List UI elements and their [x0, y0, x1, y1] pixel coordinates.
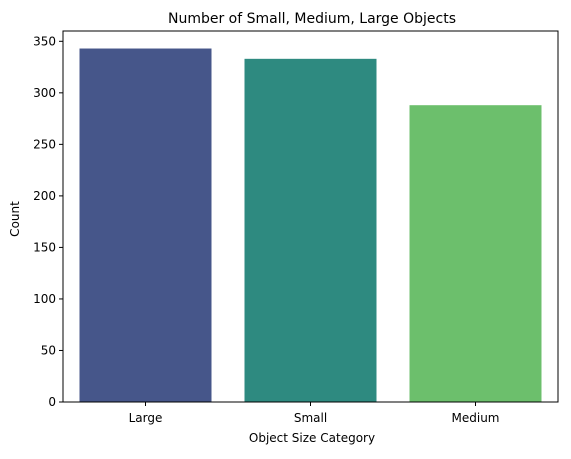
- y-tick-label: 50: [41, 343, 56, 357]
- y-axis-label: Count: [8, 201, 22, 237]
- y-axis: 0 50 100 150 200 250 300 350: [33, 34, 63, 409]
- bar-large: [79, 48, 212, 403]
- y-tick-label: 100: [33, 292, 56, 306]
- y-tick-label: 150: [33, 240, 56, 254]
- y-tick-label: 200: [33, 189, 56, 203]
- x-tick-label: Small: [294, 411, 327, 425]
- bar-small: [244, 58, 377, 402]
- bars-layer: [79, 48, 542, 403]
- x-tick-label: Large: [129, 411, 163, 425]
- chart-title: Number of Small, Medium, Large Objects: [168, 11, 456, 27]
- bar-medium: [409, 105, 542, 402]
- y-tick-label: 350: [33, 34, 56, 48]
- plot-frame: [62, 30, 559, 403]
- y-tick-label: 300: [33, 86, 56, 100]
- x-tick-label: Medium: [452, 411, 500, 425]
- x-axis-label: Object Size Category: [249, 431, 375, 445]
- y-tick-label: 0: [48, 395, 56, 409]
- y-tick-label: 250: [33, 137, 56, 151]
- x-axis: Large Small Medium: [129, 402, 500, 425]
